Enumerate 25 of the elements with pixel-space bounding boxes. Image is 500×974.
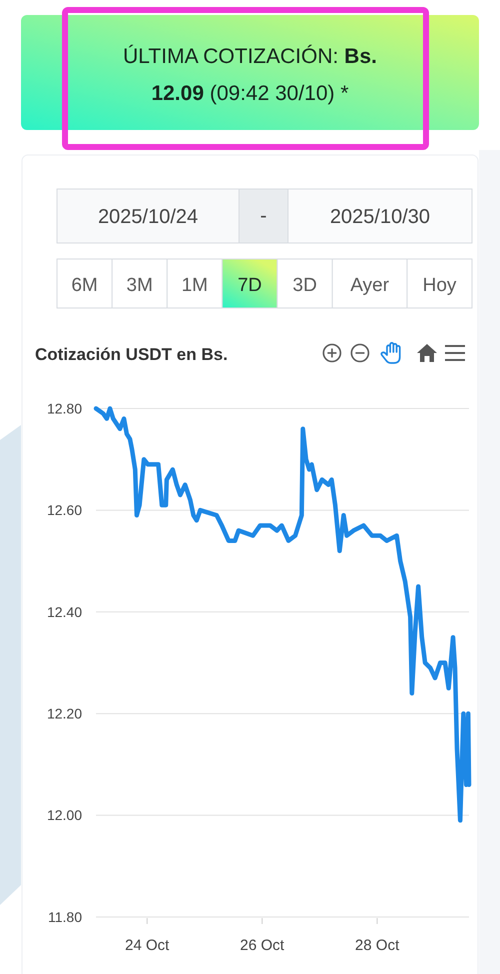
y-tick-label: 12.00: [46, 807, 82, 824]
y-tick-label: 11.80: [48, 908, 82, 925]
text: 6M: [71, 275, 98, 296]
text: 3D: [292, 275, 317, 296]
x-tick-label: 26 Oct: [240, 937, 286, 954]
text: 7D: [238, 275, 262, 296]
text: ÚLTIMA COTIZACIÓN:: [123, 44, 344, 68]
text: -: [260, 205, 267, 227]
text: 1M: [181, 275, 208, 296]
text: Hoy: [422, 275, 457, 296]
text: 12.09: [151, 82, 210, 105]
y-tick-label: 12.40: [46, 604, 82, 620]
y-tick-label: 12.80: [46, 400, 82, 416]
text: 2025/10/24: [98, 206, 198, 228]
text: 3M: [126, 275, 153, 296]
text: Bs.: [344, 45, 377, 68]
text: (09:42 30/10) *: [210, 82, 349, 105]
text: Ayer: [350, 275, 390, 296]
line-series: [94, 406, 472, 823]
chart-title: Cotización USDT en Bs.: [35, 345, 228, 364]
y-tick-label: 12.20: [46, 706, 82, 722]
x-tick-label: 24 Oct: [125, 937, 170, 954]
text: 2025/10/30: [330, 206, 430, 228]
x-tick-label: 28 Oct: [355, 937, 400, 954]
y-tick-label: 12.60: [46, 502, 82, 518]
